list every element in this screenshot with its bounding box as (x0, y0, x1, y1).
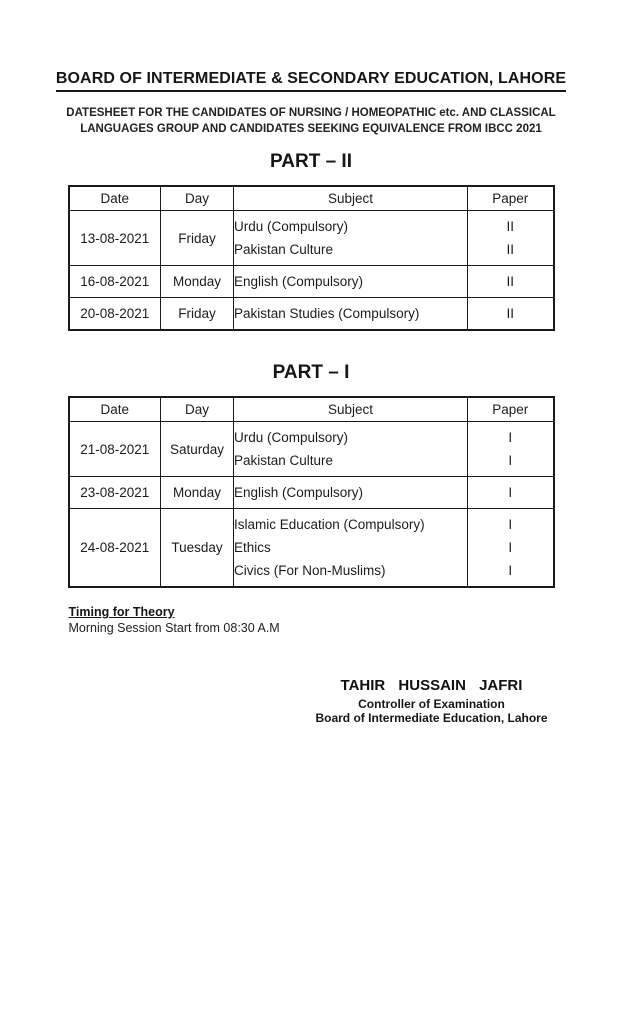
paper-line: II (506, 274, 514, 289)
table-row: 13-08-2021 Friday Urdu (Compulsory) Paki… (68, 210, 554, 266)
board-title: BOARD OF INTERMEDIATE & SECONDARY EDUCAT… (55, 70, 567, 92)
paper-line: II (506, 306, 514, 321)
paper-line: II (506, 242, 514, 257)
subject-cell: Pakistan Studies (Compulsory) (233, 297, 468, 331)
subject-line: Pakistan Studies (Compulsory) (234, 306, 420, 321)
signature-inner: TAHIR HUSSAIN JAFRI Controller of Examin… (315, 677, 547, 725)
table-row: 20-08-2021 Friday Pakistan Studies (Comp… (68, 297, 554, 331)
paper-line: I (508, 540, 513, 555)
subject-line: Islamic Education (Compulsory) (234, 517, 425, 532)
timing-heading: Timing for Theory (68, 605, 175, 619)
day-cell: Friday (160, 297, 234, 331)
subject-line: Pakistan Culture (234, 453, 334, 468)
description-line-2: LANGUAGES GROUP AND CANDIDATES SEEKING E… (80, 123, 542, 135)
column-header-subject: Subject (233, 185, 468, 211)
column-header-subject: Subject (233, 396, 468, 422)
paper-cell: I I I (467, 508, 554, 588)
part-ii-table: Date Day Subject Paper 13-08-2021 Friday… (67, 185, 555, 331)
table-row: 21-08-2021 Saturday Urdu (Compulsory) Pa… (68, 421, 554, 477)
timing-detail: Morning Session Start from 08:30 A.M (68, 621, 280, 635)
signature-title: Controller of Examination (358, 697, 505, 711)
subject-line: Ethics (234, 540, 271, 555)
paper-cell: II II (467, 210, 554, 266)
datesheet-description: DATESHEET FOR THE CANDIDATES OF NURSING … (0, 105, 622, 137)
paper-line: I (508, 453, 513, 468)
date-cell: 16-08-2021 (68, 265, 161, 298)
day-cell: Saturday (160, 421, 234, 477)
column-header-day: Day (160, 396, 234, 422)
description-line-1: DATESHEET FOR THE CANDIDATES OF NURSING … (66, 107, 556, 119)
paper-cell: I (467, 476, 554, 509)
paper-line: I (508, 430, 513, 445)
date-cell: 13-08-2021 (68, 210, 161, 266)
subject-cell: Urdu (Compulsory) Pakistan Culture (233, 421, 468, 477)
column-header-day: Day (160, 185, 234, 211)
table-header-row: Date Day Subject Paper (68, 396, 554, 422)
paper-line: I (508, 517, 513, 532)
table-row: 16-08-2021 Monday English (Compulsory) I… (68, 265, 554, 298)
date-cell: 21-08-2021 (68, 421, 161, 477)
part-i-heading: PART – I (272, 362, 350, 383)
signature-organization: Board of Intermediate Education, Lahore (315, 711, 548, 725)
signature-name: TAHIR HUSSAIN JAFRI (340, 677, 523, 694)
paper-cell: II (467, 265, 554, 298)
paper-cell: I I (467, 421, 554, 477)
subject-cell: English (Compulsory) (233, 476, 468, 509)
subject-line: Pakistan Culture (234, 242, 334, 257)
part-i-table: Date Day Subject Paper 21-08-2021 Saturd… (67, 396, 555, 588)
date-cell: 24-08-2021 (68, 508, 161, 588)
date-cell: 23-08-2021 (68, 476, 161, 509)
paper-line: I (508, 563, 513, 578)
column-header-paper: Paper (467, 185, 554, 211)
table-row: 23-08-2021 Monday English (Compulsory) I (68, 476, 554, 509)
subject-line: English (Compulsory) (234, 274, 364, 289)
table-header-row: Date Day Subject Paper (68, 185, 554, 211)
paper-line: II (506, 219, 514, 234)
day-cell: Tuesday (160, 508, 234, 588)
subject-cell: Urdu (Compulsory) Pakistan Culture (233, 210, 468, 266)
part-ii-heading: PART – II (270, 151, 352, 172)
subject-line: English (Compulsory) (234, 485, 364, 500)
timing-note: Timing for Theory Morning Session Start … (69, 605, 554, 635)
day-cell: Monday (160, 265, 234, 298)
signature-block: TAHIR HUSSAIN JAFRI Controller of Examin… (69, 677, 554, 725)
column-header-paper: Paper (467, 396, 554, 422)
date-cell: 20-08-2021 (68, 297, 161, 331)
subject-cell: English (Compulsory) (233, 265, 468, 298)
table-row: 24-08-2021 Tuesday Islamic Education (Co… (68, 508, 554, 588)
column-header-date: Date (68, 396, 161, 422)
title-wrap: BOARD OF INTERMEDIATE & SECONDARY EDUCAT… (0, 70, 622, 92)
day-cell: Friday (160, 210, 234, 266)
subject-line: Urdu (Compulsory) (234, 430, 349, 445)
day-cell: Monday (160, 476, 234, 509)
column-header-date: Date (68, 185, 161, 211)
subject-line: Urdu (Compulsory) (234, 219, 349, 234)
paper-line: I (508, 485, 513, 500)
subject-cell: Islamic Education (Compulsory) Ethics Ci… (233, 508, 468, 588)
paper-cell: II (467, 297, 554, 331)
subject-line: Civics (For Non-Muslims) (234, 563, 386, 578)
